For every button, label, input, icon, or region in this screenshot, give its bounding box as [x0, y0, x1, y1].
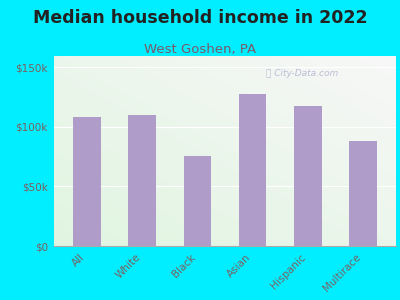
- Bar: [239, 94, 266, 246]
- Bar: [128, 115, 156, 246]
- Bar: [73, 117, 101, 246]
- Text: Median household income in 2022: Median household income in 2022: [33, 9, 367, 27]
- Bar: [294, 106, 322, 246]
- Bar: [349, 141, 377, 246]
- Bar: [184, 155, 211, 246]
- Text: ⓘ City-Data.com: ⓘ City-Data.com: [266, 69, 338, 78]
- Text: West Goshen, PA: West Goshen, PA: [144, 44, 256, 56]
